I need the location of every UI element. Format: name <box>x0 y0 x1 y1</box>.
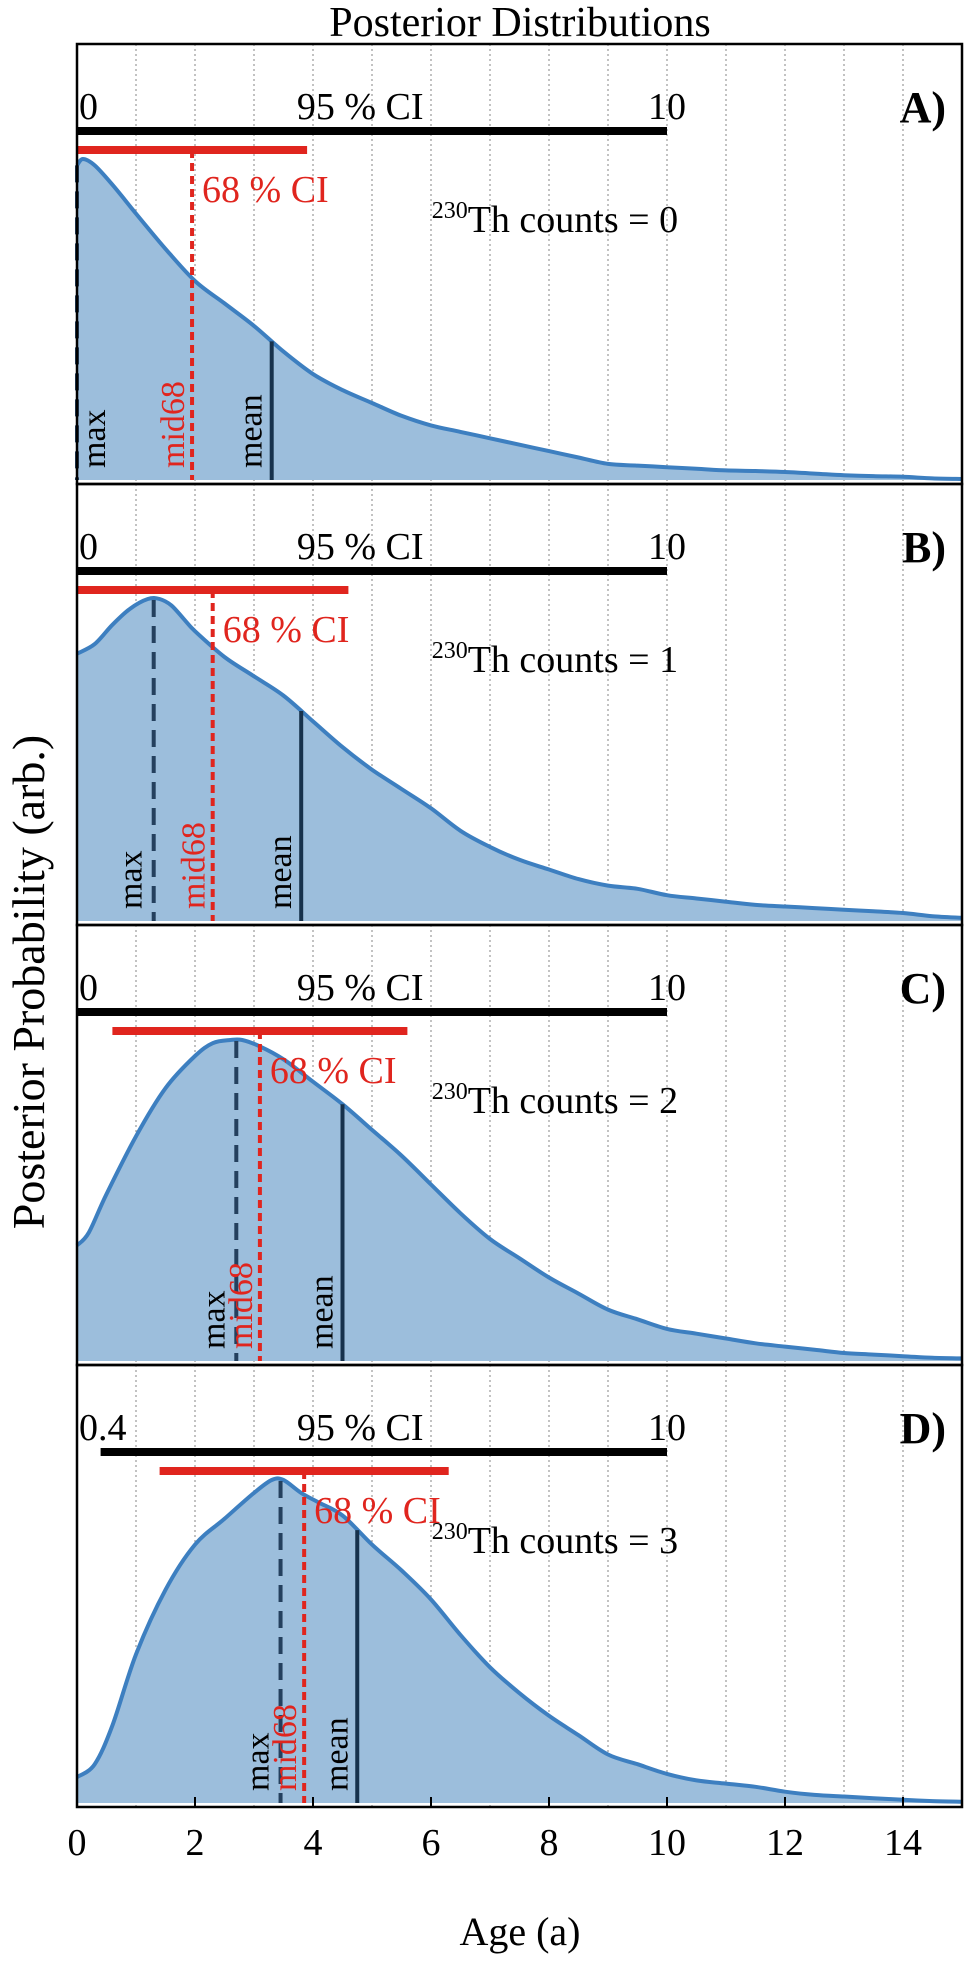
x-tick-label: 8 <box>540 1822 559 1864</box>
max-label: max <box>113 850 150 909</box>
counts-text: Th counts = 2 <box>468 1080 678 1122</box>
y-axis-label: Posterior Probability (arb.) <box>3 735 54 1229</box>
mid68-label: mid68 <box>176 822 213 909</box>
mid68-label: mid68 <box>267 1704 304 1791</box>
x-tick-label: 0 <box>68 1822 87 1864</box>
ci95-start-label: 0 <box>79 526 98 568</box>
ci95-start-label: 0.4 <box>79 1407 127 1449</box>
mid68-label: mid68 <box>223 1262 260 1349</box>
x-tick-label: 4 <box>304 1822 323 1864</box>
isotope-superscript: 230 <box>432 198 468 224</box>
ci68-label: 68 % CI <box>270 1050 397 1092</box>
ci95-label: 95 % CI <box>297 967 424 1009</box>
posterior-curve <box>75 1037 963 1361</box>
isotope-superscript: 230 <box>432 1079 468 1105</box>
counts-label: 230Th counts = 0 <box>432 198 678 241</box>
ci95-end-label: 10 <box>648 1407 686 1449</box>
panel-label: C) <box>900 964 946 1013</box>
mean-label: mean <box>233 394 270 468</box>
x-tick-label: 2 <box>186 1822 205 1864</box>
posterior-curve <box>75 156 963 481</box>
panel-label: B) <box>902 523 946 572</box>
ci95-end-label: 10 <box>648 86 686 128</box>
mean-label: mean <box>318 1717 355 1791</box>
max-label: max <box>195 1290 232 1349</box>
posterior-area <box>77 159 962 480</box>
mean-label: mean <box>304 1275 341 1349</box>
counts-text: Th counts = 3 <box>468 1520 678 1562</box>
isotope-superscript: 230 <box>432 638 468 664</box>
x-axis-label: Age (a) <box>459 1909 580 1954</box>
counts-text: Th counts = 1 <box>468 639 678 681</box>
x-tick-label: 10 <box>648 1822 686 1864</box>
isotope-superscript: 230 <box>432 1519 468 1545</box>
ci95-end-label: 10 <box>648 967 686 1009</box>
panel-frame <box>75 1363 964 1809</box>
panel-label: D) <box>900 1404 946 1453</box>
x-tick-label: 12 <box>766 1822 804 1864</box>
ci95-start-label: 0 <box>79 967 98 1009</box>
counts-label: 230Th counts = 3 <box>432 1519 678 1562</box>
x-tick-labels: 0 2 4 6 8 10 12 14 <box>68 1797 922 1864</box>
panel-b: max mid68 mean 0 95 % CI 10 68 % CI B) 230Th cou… <box>75 482 964 927</box>
posterior-area <box>77 1039 962 1361</box>
ci95-label: 95 % CI <box>297 86 424 128</box>
chart-title: Posterior Distributions <box>329 0 711 46</box>
posterior-area <box>77 1478 962 1803</box>
posterior-curve <box>76 595 963 920</box>
mean-label: mean <box>262 835 299 909</box>
mid68-label: mid68 <box>155 381 192 468</box>
counts-label: 230Th counts = 1 <box>432 638 678 681</box>
posterior-curve <box>75 1476 963 1804</box>
ci68-label: 68 % CI <box>223 609 350 651</box>
ci95-label: 95 % CI <box>297 526 424 568</box>
ci95-label: 95 % CI <box>297 1407 424 1449</box>
x-tick-label: 6 <box>422 1822 441 1864</box>
max-label: max <box>240 1732 277 1791</box>
ci95-end-label: 10 <box>648 526 686 568</box>
posterior-area <box>77 597 962 921</box>
counts-label: 230Th counts = 2 <box>432 1079 678 1122</box>
ci68-label: 68 % CI <box>314 1490 441 1532</box>
max-label: max <box>76 409 113 468</box>
panel-a: max mid68 mean 0 95 % CI 10 68 % CI A) 230Th cou… <box>75 42 964 486</box>
panel-label: A) <box>900 83 946 132</box>
counts-text: Th counts = 0 <box>468 199 678 241</box>
ci95-start-label: 0 <box>79 86 98 128</box>
x-tick-label: 14 <box>884 1822 922 1864</box>
ci68-label: 68 % CI <box>202 169 329 211</box>
